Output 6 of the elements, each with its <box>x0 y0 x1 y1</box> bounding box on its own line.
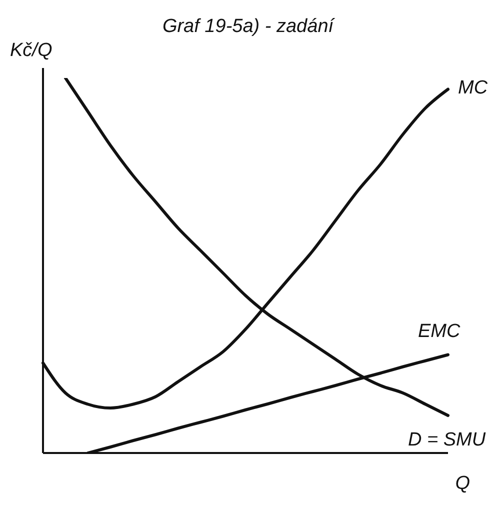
x-axis-title: Q <box>455 473 470 495</box>
y-axis-title: Kč/Q <box>10 40 52 62</box>
series-label: EMC <box>418 320 460 342</box>
chart-title: Graf 19-5a) - zadání <box>161 16 336 38</box>
series-label: MC <box>458 77 488 98</box>
series-label: D = SMU <box>408 430 486 450</box>
